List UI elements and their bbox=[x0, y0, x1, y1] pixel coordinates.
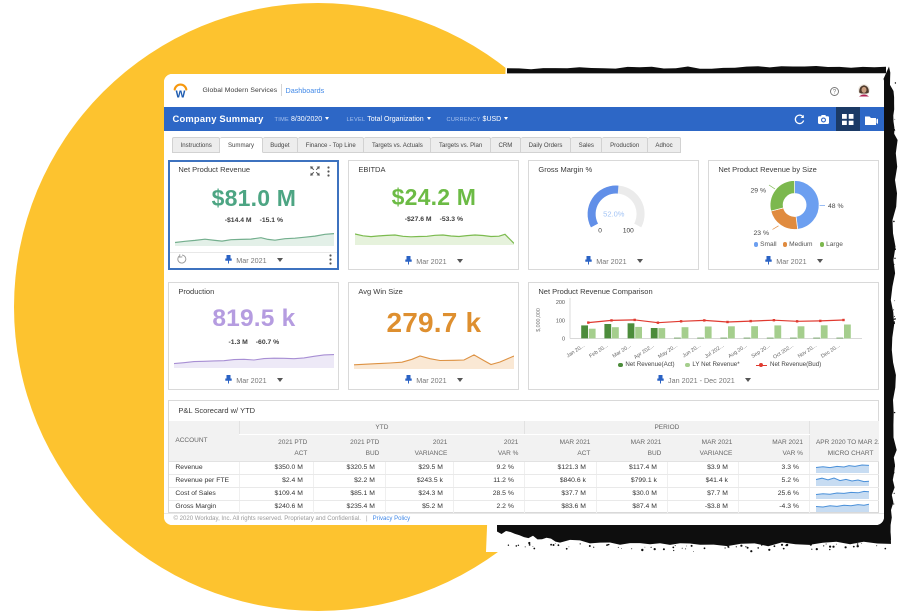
svg-text:48 %: 48 % bbox=[828, 203, 844, 210]
svg-text:Jul 202...: Jul 202... bbox=[704, 343, 725, 360]
svg-text:100: 100 bbox=[623, 227, 634, 234]
svg-text:?: ? bbox=[832, 88, 836, 95]
svg-text:Oct 202...: Oct 202... bbox=[773, 343, 796, 361]
svg-text:0: 0 bbox=[599, 227, 603, 234]
svg-text:Apr 202...: Apr 202... bbox=[633, 343, 656, 361]
svg-text:Feb 20...: Feb 20... bbox=[589, 343, 610, 359]
svg-text:Aug 20...: Aug 20... bbox=[728, 343, 749, 360]
svg-text:Jun 20...: Jun 20... bbox=[682, 343, 702, 359]
svg-text:Nov 20...: Nov 20... bbox=[797, 343, 818, 360]
svg-text:29 %: 29 % bbox=[751, 188, 767, 195]
svg-text:200: 200 bbox=[556, 300, 565, 306]
svg-text:Sep 20...: Sep 20... bbox=[751, 343, 772, 360]
svg-text:0: 0 bbox=[562, 336, 565, 342]
svg-text:May 20...: May 20... bbox=[658, 343, 680, 360]
svg-text:100: 100 bbox=[556, 318, 565, 324]
svg-text:23 %: 23 % bbox=[754, 230, 770, 237]
svg-text:52.0%: 52.0% bbox=[604, 209, 626, 218]
svg-text:Jan 20...: Jan 20... bbox=[566, 343, 586, 359]
svg-text:$,000,000: $,000,000 bbox=[536, 308, 542, 332]
svg-text:w: w bbox=[175, 86, 186, 98]
svg-text:Mar 20...: Mar 20... bbox=[612, 343, 633, 359]
svg-text:Dec 20...: Dec 20... bbox=[821, 343, 842, 360]
